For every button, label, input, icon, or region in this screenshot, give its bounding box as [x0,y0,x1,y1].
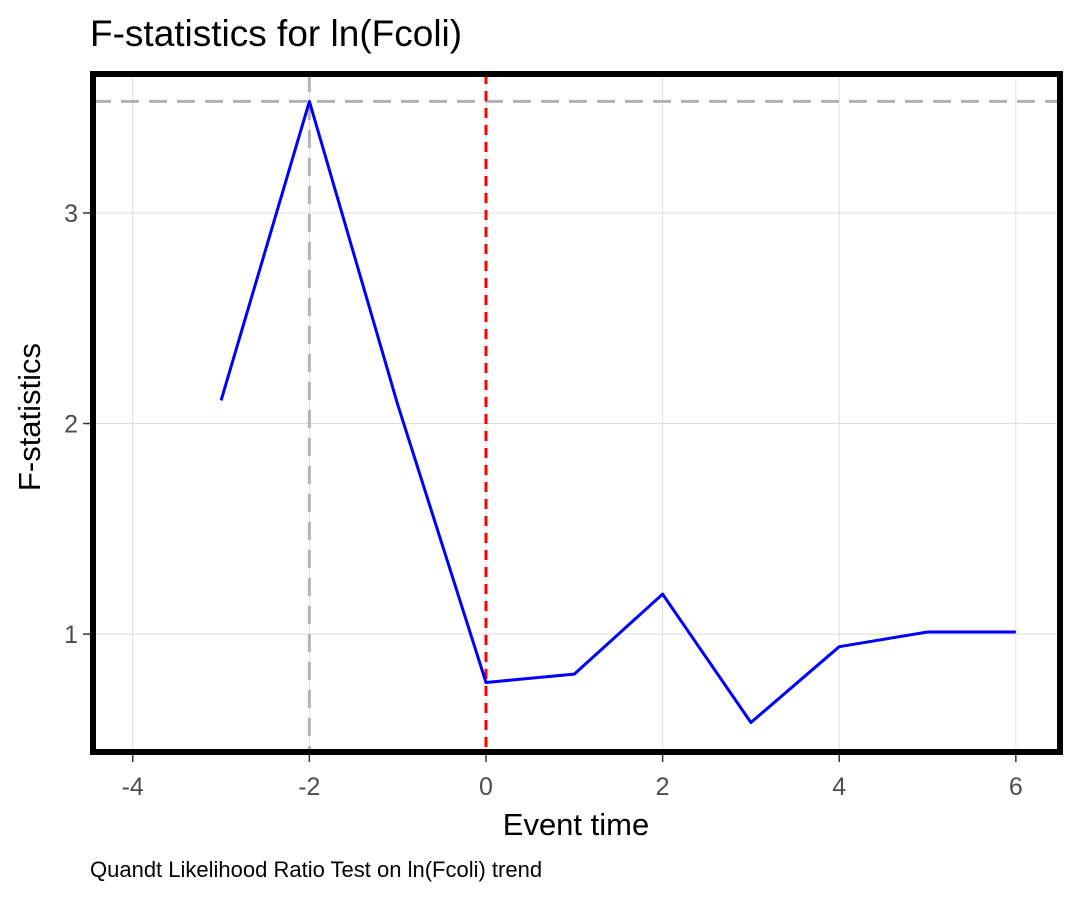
x-axis-ticks: -4 -2 0 2 4 6 [122,755,1023,801]
x-tick-label-2: 0 [479,773,493,801]
x-tick-label-4: 4 [832,773,846,801]
y-tick-label-0: 1 [64,621,78,649]
chart-caption: Quandt Likelihood Ratio Test on ln(Fcoli… [90,857,542,882]
y-axis-ticks: 1 2 3 [64,200,90,649]
plot-panel-border [90,71,1063,755]
series [219,99,1016,724]
chart-title: F-statistics for ln(Fcoli) [90,13,462,54]
reference-lines [93,74,1060,752]
y-tick-label-1: 2 [64,411,78,439]
x-tick-label-3: 2 [656,773,670,801]
y-tick-label-2: 3 [64,200,78,228]
series-line-0 [219,99,1016,724]
grid [93,74,1060,752]
x-axis-label: Event time [503,807,649,842]
x-tick-label-5: 6 [1009,773,1023,801]
x-tick-label-0: -4 [122,773,144,801]
y-axis-label: F-statistics [12,343,47,491]
x-tick-label-1: -2 [298,773,320,801]
